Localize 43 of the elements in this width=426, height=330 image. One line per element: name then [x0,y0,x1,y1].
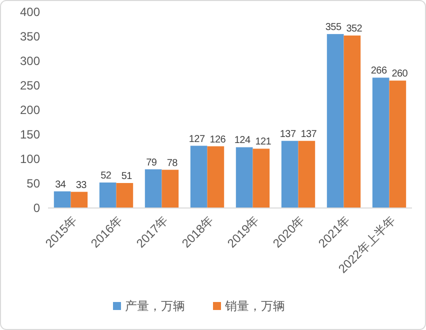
y-tick-label: 50 [26,176,40,191]
data-label: 51 [121,171,133,182]
bar [207,146,224,208]
bar [344,36,361,208]
legend-label: 销量，万辆 [224,299,285,314]
y-tick-label: 250 [20,78,40,93]
data-label: 352 [346,24,363,35]
y-tick-label: 350 [20,30,40,44]
data-label: 78 [166,158,178,169]
data-label: 124 [234,135,251,146]
bar [190,146,208,208]
bar [326,34,344,208]
data-label: 355 [325,22,342,34]
data-label: 52 [100,170,112,182]
y-tick-label: 200 [20,103,40,118]
bar [70,192,88,208]
bar [162,170,179,208]
data-label: 260 [392,68,408,80]
data-label: 79 [146,157,158,168]
legend-label: 产量，万辆 [125,299,185,314]
data-label: 121 [255,136,272,148]
y-tick-label: 150 [20,128,40,142]
bar [372,78,390,208]
data-label: 126 [210,134,226,146]
bar [236,147,253,208]
data-label: 137 [280,128,296,140]
bar [252,148,270,208]
y-tick-label: 300 [20,54,40,68]
y-tick-label: 0 [33,201,40,216]
bar [281,140,298,208]
bar [54,191,71,208]
data-label: 127 [188,134,206,145]
data-label: 33 [76,180,88,191]
data-label: 266 [370,66,388,77]
bar [99,182,116,208]
y-tick-label: 100 [20,152,40,166]
bar [116,183,134,208]
bar [298,140,316,208]
data-label: 34 [55,179,66,190]
bar [389,80,406,208]
bar [144,169,162,208]
y-tick-label: 400 [20,5,40,20]
data-label: 137 [300,128,318,140]
